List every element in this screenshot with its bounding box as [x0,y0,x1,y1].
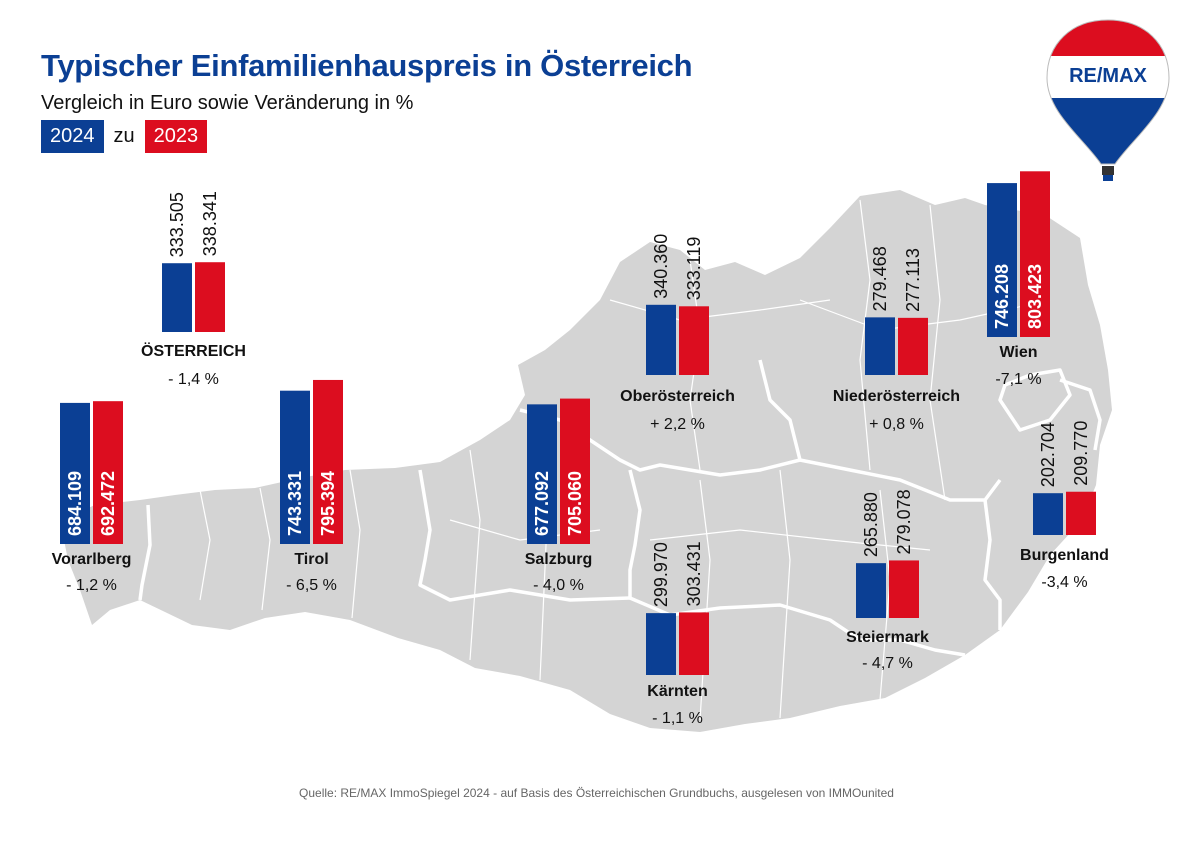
data-label-2023-österreich: 338.341 [200,191,220,256]
data-label-2024-vorarlberg: 684.109 [65,471,85,536]
data-label-2023-salzburg: 705.060 [565,471,585,536]
bar-2023-steiermark [889,560,919,618]
data-label-2024-steiermark: 265.880 [861,492,881,557]
region-change-burgenland: -3,4 % [1041,574,1087,591]
region-group-salzburg: 677.092 705.060 Salzburg - 4,0 % [525,398,593,594]
region-change-salzburg: - 4,0 % [533,577,584,594]
region-group-österreich: 333.505 338.341 ÖSTERREICH - 1,4 % [141,191,246,388]
data-label-2023-tirol: 795.394 [318,471,338,536]
region-name-wien: Wien [999,344,1037,361]
data-label-2024-niederösterreich: 279.468 [870,246,890,311]
region-group-niederösterreich: 279.468 277.113 Niederösterreich + 0,8 % [833,246,960,433]
bar-2024-oberösterreich [646,304,676,375]
bar-2024-salzburg [527,404,557,544]
source-note: Quelle: RE/MAX ImmoSpiegel 2024 - auf Ba… [299,786,894,800]
data-label-2024-wien: 746.208 [992,264,1012,329]
region-name-niederösterreich: Niederösterreich [833,388,960,405]
data-label-2023-vorarlberg: 692.472 [98,471,118,536]
remax-logo-text: RE/MAX [1069,65,1147,87]
region-name-salzburg: Salzburg [525,551,593,568]
data-label-2024-kärnten: 299.970 [651,542,671,607]
region-change-niederösterreich: + 0,8 % [869,416,924,433]
legend: 2024 zu 2023 [41,120,208,153]
bar-2023-oberösterreich [679,306,709,375]
region-group-kärnten: 299.970 303.431 Kärnten - 1,1 % [646,541,709,727]
region-name-kärnten: Kärnten [647,683,707,700]
region-group-wien: 746.208 803.423 Wien -7,1 % [987,171,1050,388]
bar-2023-kärnten [679,612,709,675]
bar-2024-österreich [162,263,192,332]
legend-2024: 2024 [41,120,104,153]
bar-2023-salzburg [560,398,590,544]
bar-2023-vorarlberg [93,401,123,544]
region-group-steiermark: 265.880 279.078 Steiermark - 4,7 % [846,489,929,672]
region-change-österreich: - 1,4 % [168,371,219,388]
bar-2024-niederösterreich [865,317,895,375]
bar-2024-steiermark [856,563,886,618]
bar-2024-wien [987,183,1017,337]
bar-2024-burgenland [1033,493,1063,535]
chart-subtitle: Vergleich in Euro sowie Veränderung in % [41,92,414,114]
region-change-vorarlberg: - 1,2 % [66,577,117,594]
region-group-vorarlberg: 684.109 692.472 Vorarlberg - 1,2 % [52,401,132,594]
region-change-wien: -7,1 % [995,371,1041,388]
region-name-tirol: Tirol [294,551,328,568]
bar-2023-österreich [195,262,225,332]
bar-2024-tirol [280,390,310,544]
region-name-burgenland: Burgenland [1020,547,1109,564]
data-label-2023-steiermark: 279.078 [894,489,914,554]
region-name-oberösterreich: Oberösterreich [620,388,735,405]
data-label-2023-oberösterreich: 333.119 [684,237,704,301]
region-group-burgenland: 202.704 209.770 Burgenland -3,4 % [1020,421,1109,591]
region-change-kärnten: - 1,1 % [652,710,703,727]
region-change-oberösterreich: + 2,2 % [650,416,705,433]
region-group-oberösterreich: 340.360 333.119 Oberösterreich + 2,2 % [620,234,735,433]
bar-2023-burgenland [1066,491,1096,535]
legend-joiner: zu [113,125,135,147]
data-label-2023-kärnten: 303.431 [684,541,704,606]
data-label-2023-niederösterreich: 277.113 [903,248,923,312]
data-label-2024-oberösterreich: 340.360 [651,234,671,299]
remax-balloon-logo: RE/MAX [1046,19,1170,181]
region-group-tirol: 743.331 795.394 Tirol - 6,5 % [280,379,343,594]
data-label-2024-burgenland: 202.704 [1038,422,1058,487]
region-name-steiermark: Steiermark [846,629,929,646]
chart-title: Typischer Einfamilienhauspreis in Österr… [41,48,693,83]
bar-2024-kärnten [646,613,676,675]
bar-2023-tirol [313,379,343,544]
data-label-2023-burgenland: 209.770 [1071,421,1091,486]
bar-2024-vorarlberg [60,402,90,544]
data-label-2024-österreich: 333.505 [167,192,187,257]
region-change-steiermark: - 4,7 % [862,655,913,672]
region-change-tirol: - 6,5 % [286,577,337,594]
legend-2023: 2023 [144,120,208,153]
region-name-österreich: ÖSTERREICH [141,341,246,360]
data-label-2024-salzburg: 677.092 [532,471,552,536]
data-label-2023-wien: 803.423 [1025,264,1045,329]
bar-2023-niederösterreich [898,317,928,375]
region-name-vorarlberg: Vorarlberg [52,551,132,568]
data-label-2024-tirol: 743.331 [285,471,305,536]
bar-2023-wien [1020,171,1050,337]
